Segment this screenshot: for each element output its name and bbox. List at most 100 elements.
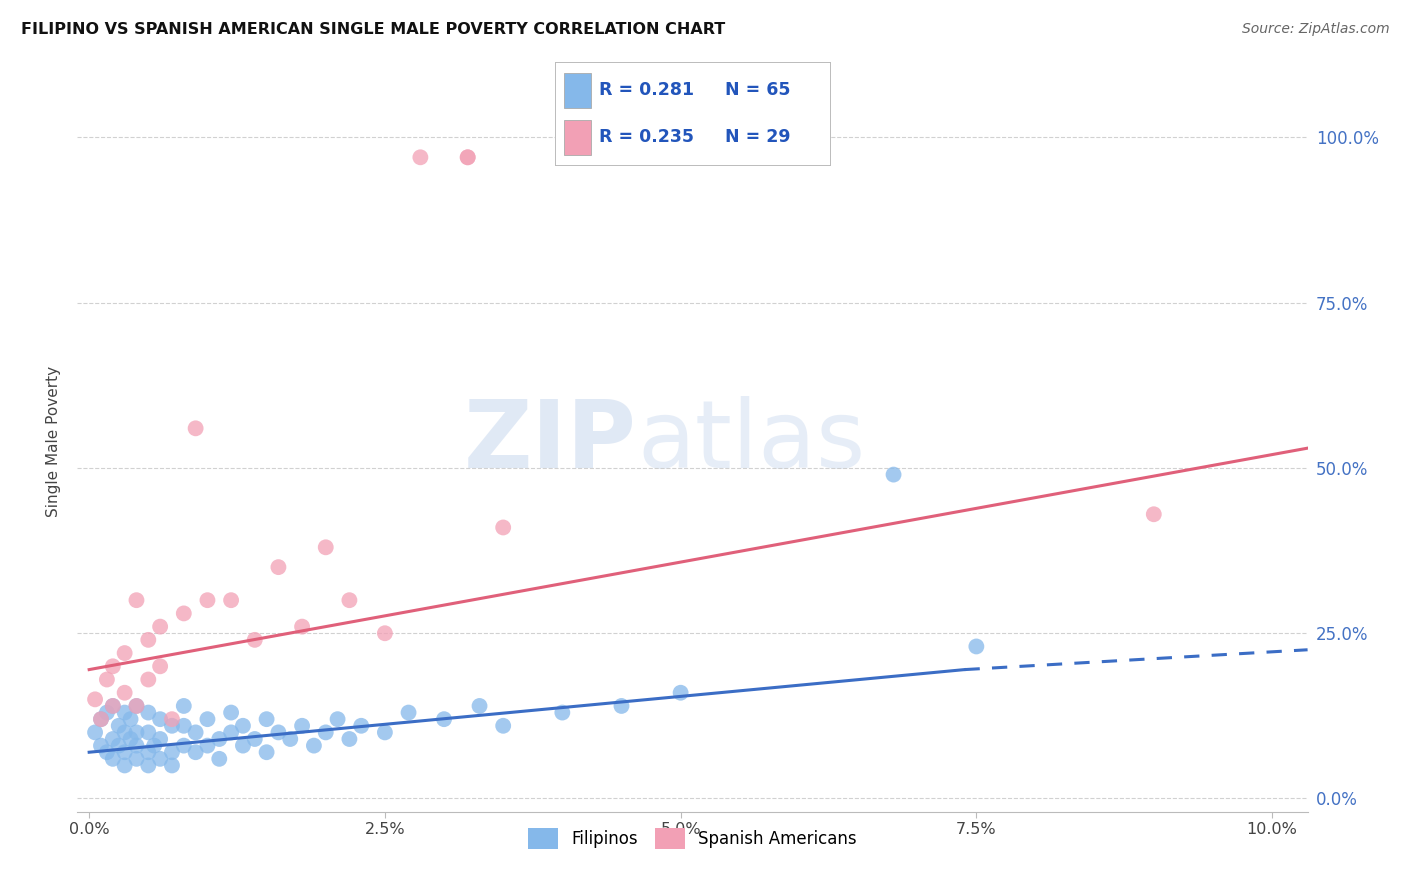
Point bbox=[669, 686, 692, 700]
Point bbox=[125, 698, 148, 713]
Point bbox=[125, 739, 148, 753]
Point bbox=[492, 719, 515, 733]
Point bbox=[173, 739, 195, 753]
Point bbox=[243, 632, 266, 647]
Point bbox=[149, 620, 172, 634]
Point bbox=[90, 712, 112, 726]
Point bbox=[160, 719, 183, 733]
Point bbox=[184, 725, 207, 739]
Point bbox=[149, 712, 172, 726]
Point bbox=[114, 646, 136, 660]
Point bbox=[326, 712, 349, 726]
Point bbox=[433, 712, 456, 726]
Point bbox=[114, 725, 136, 739]
Text: N = 65: N = 65 bbox=[725, 81, 790, 99]
Point bbox=[457, 150, 479, 164]
Point bbox=[125, 752, 148, 766]
Point bbox=[457, 150, 479, 164]
Point bbox=[468, 698, 491, 713]
Point bbox=[120, 712, 142, 726]
Text: ZIP: ZIP bbox=[464, 395, 637, 488]
Point bbox=[1143, 508, 1166, 522]
Point bbox=[219, 706, 242, 720]
Point bbox=[267, 560, 290, 574]
Point bbox=[101, 731, 124, 746]
Point bbox=[143, 739, 166, 753]
Point bbox=[610, 698, 633, 713]
Point bbox=[136, 706, 159, 720]
Point bbox=[101, 752, 124, 766]
Point bbox=[96, 706, 118, 720]
Point bbox=[149, 731, 172, 746]
Point bbox=[350, 719, 373, 733]
Point bbox=[90, 739, 112, 753]
Bar bbox=[564, 73, 591, 108]
Point bbox=[374, 725, 396, 739]
Point bbox=[136, 673, 159, 687]
Text: R = 0.281: R = 0.281 bbox=[599, 81, 695, 99]
Point bbox=[184, 421, 207, 435]
Point bbox=[173, 607, 195, 621]
Point bbox=[256, 712, 278, 726]
Point bbox=[219, 725, 242, 739]
Point bbox=[197, 712, 219, 726]
Point bbox=[136, 725, 159, 739]
Point bbox=[136, 745, 159, 759]
Point bbox=[551, 706, 574, 720]
Point bbox=[232, 719, 254, 733]
Point bbox=[114, 745, 136, 759]
Point bbox=[125, 593, 148, 607]
Bar bbox=[564, 120, 591, 155]
Point bbox=[208, 752, 231, 766]
Point bbox=[965, 640, 987, 654]
Text: R = 0.235: R = 0.235 bbox=[599, 128, 695, 146]
Point bbox=[208, 731, 231, 746]
Point bbox=[114, 686, 136, 700]
Point bbox=[374, 626, 396, 640]
Point bbox=[125, 698, 148, 713]
Point bbox=[232, 739, 254, 753]
Point bbox=[243, 731, 266, 746]
Point bbox=[114, 758, 136, 772]
Point bbox=[160, 712, 183, 726]
Point bbox=[291, 620, 314, 634]
Point bbox=[114, 706, 136, 720]
Point bbox=[90, 712, 112, 726]
Point bbox=[107, 739, 129, 753]
Point bbox=[278, 731, 301, 746]
Legend: Filipinos, Spanish Americans: Filipinos, Spanish Americans bbox=[522, 822, 863, 855]
Point bbox=[136, 632, 159, 647]
Point bbox=[267, 725, 290, 739]
Point bbox=[160, 745, 183, 759]
Point bbox=[136, 758, 159, 772]
Point bbox=[315, 541, 337, 555]
Point bbox=[101, 659, 124, 673]
Point bbox=[160, 758, 183, 772]
Text: FILIPINO VS SPANISH AMERICAN SINGLE MALE POVERTY CORRELATION CHART: FILIPINO VS SPANISH AMERICAN SINGLE MALE… bbox=[21, 22, 725, 37]
Point bbox=[197, 593, 219, 607]
Point bbox=[398, 706, 420, 720]
Point bbox=[219, 593, 242, 607]
Point bbox=[339, 731, 361, 746]
Text: N = 29: N = 29 bbox=[725, 128, 790, 146]
Text: Source: ZipAtlas.com: Source: ZipAtlas.com bbox=[1241, 22, 1389, 37]
Point bbox=[96, 745, 118, 759]
Point bbox=[184, 745, 207, 759]
Point bbox=[315, 725, 337, 739]
Point bbox=[339, 593, 361, 607]
Point bbox=[84, 725, 107, 739]
Point bbox=[84, 692, 107, 706]
Point bbox=[492, 520, 515, 534]
Point bbox=[291, 719, 314, 733]
Point bbox=[149, 752, 172, 766]
Point bbox=[409, 150, 432, 164]
Point bbox=[173, 719, 195, 733]
Point bbox=[256, 745, 278, 759]
Text: atlas: atlas bbox=[637, 395, 865, 488]
Point bbox=[120, 731, 142, 746]
Y-axis label: Single Male Poverty: Single Male Poverty bbox=[46, 366, 62, 517]
Point bbox=[173, 698, 195, 713]
Point bbox=[197, 739, 219, 753]
Point bbox=[125, 725, 148, 739]
Point bbox=[96, 673, 118, 687]
